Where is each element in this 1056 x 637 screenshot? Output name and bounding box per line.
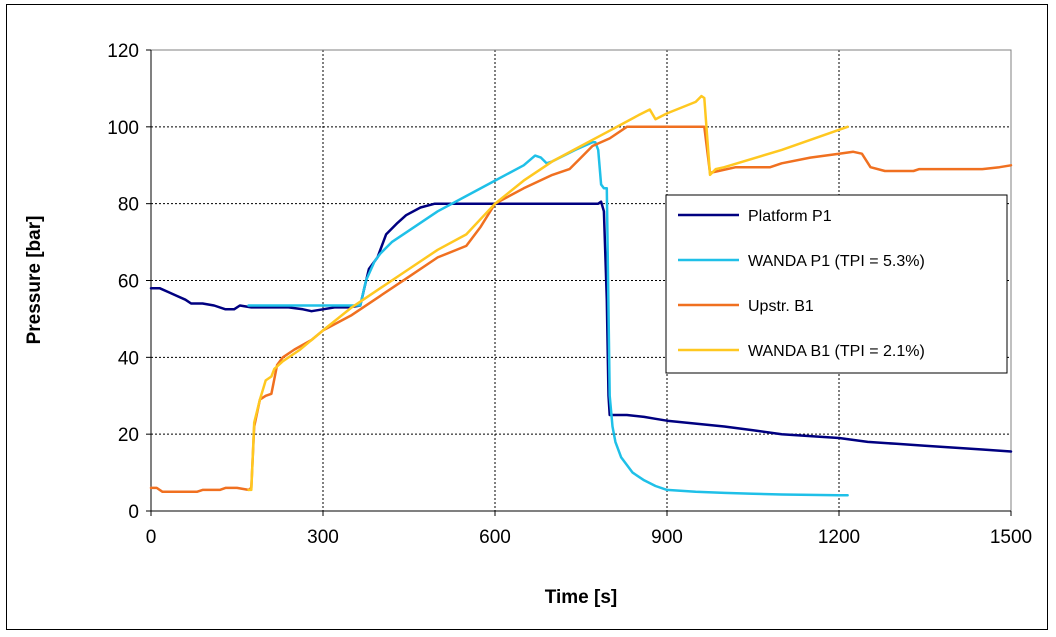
y-tick-label: 0 <box>128 502 139 523</box>
legend-label: Platform P1 <box>748 208 832 225</box>
x-tick-label: 600 <box>479 527 511 548</box>
y-tick-label: 60 <box>118 272 139 293</box>
y-tick-label: 120 <box>107 41 139 62</box>
x-tick-label: 1200 <box>818 527 860 548</box>
legend-label: Upstr. B1 <box>748 298 814 315</box>
x-axis-title: Time [s] <box>545 587 618 608</box>
y-tick-label: 20 <box>118 425 139 446</box>
series-line <box>247 94 849 492</box>
series-line <box>149 200 1013 453</box>
x-tick-label: 0 <box>146 527 157 548</box>
x-tick-label: 300 <box>307 527 339 548</box>
x-tick-label: 1500 <box>990 527 1032 548</box>
x-tick-label: 900 <box>651 527 683 548</box>
y-axis-title: Pressure [bar] <box>24 216 45 345</box>
series-line <box>149 125 1013 494</box>
legend-label: WANDA P1 (TPI = 5.3%) <box>748 253 925 270</box>
y-tick-label: 80 <box>118 195 139 216</box>
series-line <box>247 140 849 497</box>
y-tick-label: 100 <box>107 118 139 139</box>
legend-label: WANDA B1 (TPI = 2.1%) <box>748 343 925 360</box>
y-tick-label: 40 <box>118 348 139 369</box>
legend-box <box>665 194 1008 374</box>
